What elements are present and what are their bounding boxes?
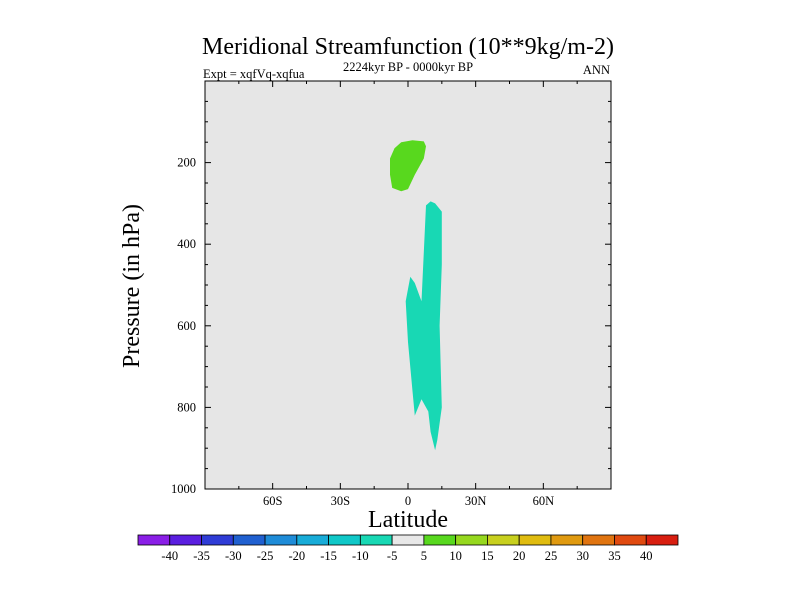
colorbar-box: [550, 534, 584, 546]
colorbar-label: -5: [387, 549, 397, 563]
contour-regions: [390, 140, 442, 451]
colorbar-box: [423, 534, 457, 546]
colorbar-box: [518, 534, 552, 546]
colorbar-box: [201, 534, 234, 546]
colorbar-box: [264, 534, 298, 546]
colorbar-label: -25: [257, 549, 274, 563]
colorbar-box: [232, 534, 266, 546]
x-tick-label: 30N: [465, 494, 487, 508]
colorbar-label: 25: [545, 549, 558, 563]
colorbar: -40 -35 -30 -25 -20 -15 -10 -5 5 10 15 20 25 30 35 40: [137, 534, 679, 563]
colorbar-box: [169, 534, 202, 546]
colorbar-box: [359, 534, 393, 546]
colorbar-label: -35: [193, 549, 210, 563]
x-tick-label: 30S: [331, 494, 351, 508]
y-tick-label: 400: [177, 237, 196, 251]
colorbar-box: [137, 534, 171, 546]
colorbar-label: 10: [449, 549, 462, 563]
colorbar-label: 40: [640, 549, 653, 563]
x-axis-label: Latitude: [368, 507, 448, 533]
contour-region-negative-cell-main: [405, 201, 442, 451]
period-label: 2224kyr BP - 0000kyr BP: [343, 60, 473, 74]
season-label: ANN: [583, 63, 610, 77]
x-tick-label: 60N: [533, 494, 555, 508]
colorbar-box: [614, 534, 647, 546]
y-tick-label: 1000: [171, 482, 196, 496]
axis-ticks: 60S 30S 0 30N 60N 200 400 600 800 1000: [171, 81, 611, 508]
x-tick-label: 60S: [263, 494, 283, 508]
colorbar-label: -40: [161, 549, 178, 563]
colorbar-label: 20: [513, 549, 526, 563]
colorbar-label: -20: [288, 549, 305, 563]
y-tick-label: 800: [177, 400, 196, 414]
colorbar-label: 30: [576, 549, 589, 563]
colorbar-box: [455, 534, 488, 546]
colorbar-box: [391, 534, 425, 546]
y-tick-label: 200: [177, 156, 196, 170]
colorbar-box: [487, 534, 520, 546]
colorbar-label: -10: [352, 549, 369, 563]
colorbar-label: 35: [608, 549, 621, 563]
x-tick-label: 0: [405, 494, 411, 508]
colorbar-box: [328, 534, 361, 546]
colorbar-label: -15: [320, 549, 337, 563]
experiment-label: Expt = xqfVq-xqfua: [203, 67, 305, 81]
chart-title: Meridional Streamfunction (10**9kg/m-2): [202, 34, 614, 60]
y-tick-label: 600: [177, 319, 196, 333]
y-axis-label: Pressure (in hPa): [119, 204, 145, 368]
colorbar-box: [582, 534, 615, 546]
contour-region-positive-cell-upper: [390, 140, 426, 192]
colorbar-box: [296, 534, 329, 546]
colorbar-box: [645, 534, 679, 546]
colorbar-label: 15: [481, 549, 494, 563]
colorbar-label: 5: [421, 549, 427, 563]
colorbar-label: -30: [225, 549, 242, 563]
